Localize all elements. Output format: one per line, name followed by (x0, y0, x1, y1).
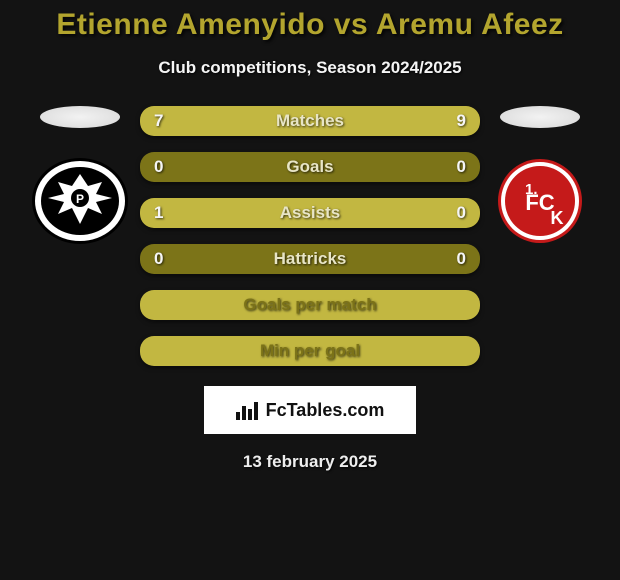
stats-bars: 7 Matches 9 0 Goals 0 1 Assists 0 (140, 106, 480, 366)
fck-logo-icon: 1. FC K (490, 156, 590, 246)
page-subtitle: Club competitions, Season 2024/2025 (158, 58, 461, 78)
stat-label: Goals per match (140, 290, 480, 320)
stat-row-assists: 1 Assists 0 (140, 198, 480, 228)
team-right-column: 1. FC K (480, 106, 600, 246)
player-photo-placeholder-left (40, 106, 120, 128)
svg-text:K: K (551, 208, 564, 228)
stat-row-matches: 7 Matches 9 (140, 106, 480, 136)
preussen-logo-icon: P (30, 156, 130, 246)
stat-value-right: 0 (457, 244, 466, 274)
comparison-widget: Etienne Amenyido vs Aremu Afeez Club com… (0, 0, 620, 472)
stat-row-goals: 0 Goals 0 (140, 152, 480, 182)
stat-fill-right (405, 198, 480, 228)
stat-fill-right (289, 106, 480, 136)
stat-row-hattricks: 0 Hattricks 0 (140, 244, 480, 274)
page-title: Etienne Amenyido vs Aremu Afeez (56, 8, 563, 42)
stat-value-left: 0 (154, 152, 163, 182)
stat-label: Hattricks (140, 244, 480, 274)
stat-row-min-per-goal: Min per goal (140, 336, 480, 366)
stat-row-goals-per-match: Goals per match (140, 290, 480, 320)
stat-value-left: 0 (154, 244, 163, 274)
stat-label: Min per goal (140, 336, 480, 366)
chart-icon (236, 400, 260, 420)
fctables-watermark-link[interactable]: FcTables.com (204, 386, 416, 434)
watermark-text: FcTables.com (266, 400, 385, 421)
main-row: P 7 Matches 9 0 Goals 0 (0, 106, 620, 366)
stat-value-right: 0 (457, 152, 466, 182)
stat-fill-left (140, 106, 289, 136)
stat-label: Goals (140, 152, 480, 182)
team-left-column: P (20, 106, 140, 246)
stat-fill-left (140, 198, 405, 228)
player-photo-placeholder-right (500, 106, 580, 128)
generation-date: 13 february 2025 (243, 452, 377, 472)
svg-text:P: P (76, 192, 84, 206)
